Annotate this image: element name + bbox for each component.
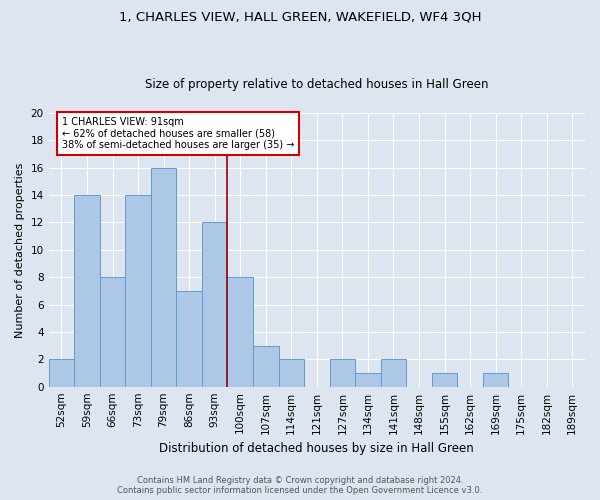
Bar	[380, 360, 406, 386]
Text: 1, CHARLES VIEW, HALL GREEN, WAKEFIELD, WF4 3QH: 1, CHARLES VIEW, HALL GREEN, WAKEFIELD, …	[119, 10, 481, 23]
Bar	[74, 195, 100, 386]
Bar	[202, 222, 227, 386]
Bar	[176, 291, 202, 386]
Bar	[125, 195, 151, 386]
Bar	[227, 277, 253, 386]
Text: 1 CHARLES VIEW: 91sqm
← 62% of detached houses are smaller (58)
38% of semi-deta: 1 CHARLES VIEW: 91sqm ← 62% of detached …	[62, 117, 295, 150]
Bar	[329, 360, 355, 386]
Bar	[432, 373, 457, 386]
Bar	[151, 168, 176, 386]
Bar	[355, 373, 380, 386]
Y-axis label: Number of detached properties: Number of detached properties	[15, 162, 25, 338]
Bar	[100, 277, 125, 386]
Bar	[483, 373, 508, 386]
Bar	[278, 360, 304, 386]
Title: Size of property relative to detached houses in Hall Green: Size of property relative to detached ho…	[145, 78, 488, 91]
X-axis label: Distribution of detached houses by size in Hall Green: Distribution of detached houses by size …	[160, 442, 474, 455]
Bar	[253, 346, 278, 387]
Text: Contains HM Land Registry data © Crown copyright and database right 2024.
Contai: Contains HM Land Registry data © Crown c…	[118, 476, 482, 495]
Bar	[49, 360, 74, 386]
